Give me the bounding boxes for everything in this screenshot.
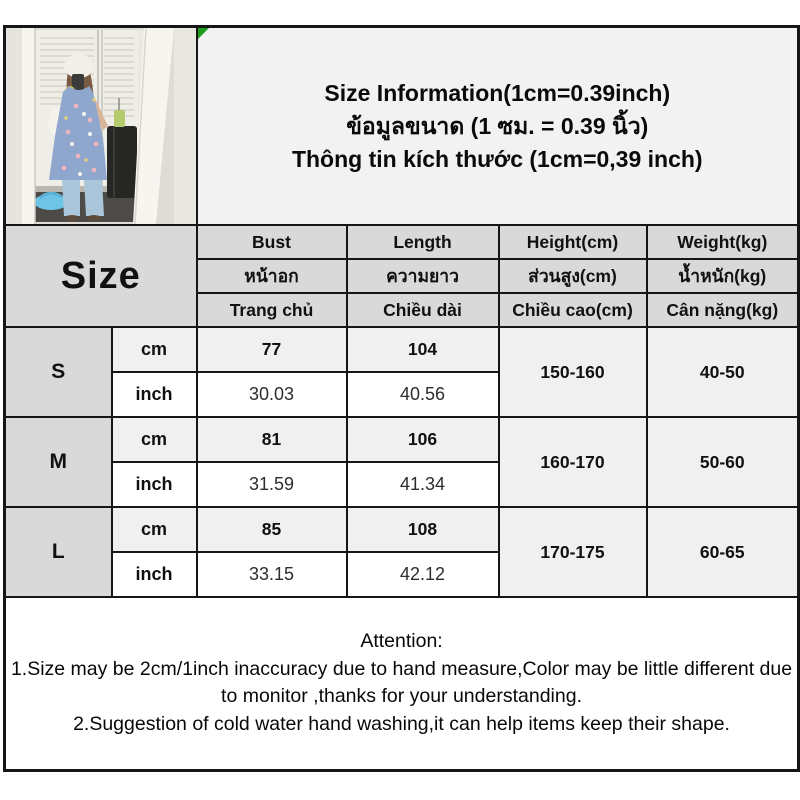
s-length-cm: 104	[345, 326, 500, 373]
unit-inch-label: inch	[110, 461, 198, 508]
header-bust-en: Bust	[195, 224, 348, 260]
header-length-vi: Chiều dài	[345, 292, 500, 328]
size-corner-label: Size	[3, 224, 198, 328]
m-weight-range: 50-60	[645, 416, 800, 508]
attention-heading: Attention:	[360, 630, 443, 653]
row-size-label: M	[3, 416, 113, 508]
unit-cm-label: cm	[110, 326, 198, 373]
m-length-cm: 106	[345, 416, 500, 463]
title-english: Size Information(1cm=0.39inch)	[324, 79, 671, 106]
header-weight-th: น้ำหนัก(kg)	[645, 258, 800, 294]
header-height-vi: Chiều cao(cm)	[497, 292, 648, 328]
l-bust-cm: 85	[195, 506, 348, 553]
unit-cm-label: cm	[110, 506, 198, 553]
cell-corner-marker-icon	[198, 28, 209, 39]
header-length-th: ความยาว	[345, 258, 500, 294]
title-vietnamese: Thông tin kích thước (1cm=0,39 inch)	[291, 145, 703, 172]
s-bust-inch: 30.03	[195, 371, 348, 418]
attention-note-cell: Attention: 1.Size may be 2cm/1inch inacc…	[3, 596, 800, 771]
product-photo-cell	[3, 25, 198, 226]
m-bust-cm: 81	[195, 416, 348, 463]
header-length-en: Length	[345, 224, 500, 260]
m-height-range: 160-170	[497, 416, 648, 508]
header-bust-vi: Trang chủ	[195, 292, 348, 328]
size-info-title-cell: Size Information(1cm=0.39inch) ข้อมูลขนา…	[195, 25, 800, 226]
attention-line-1: 1.Size may be 2cm/1inch inaccuracy due t…	[10, 657, 793, 708]
l-length-cm: 108	[345, 506, 500, 553]
product-photo	[6, 28, 195, 224]
s-height-range: 150-160	[497, 326, 648, 418]
s-weight-range: 40-50	[645, 326, 800, 418]
l-bust-inch: 33.15	[195, 551, 348, 598]
title-thai: ข้อมูลขนาด (1 ซม. = 0.39 นิ้ว)	[346, 112, 649, 139]
header-height-th: ส่วนสูง(cm)	[497, 258, 648, 294]
row-size-label: L	[3, 506, 113, 598]
header-weight-en: Weight(kg)	[645, 224, 800, 260]
m-length-inch: 41.34	[345, 461, 500, 508]
row-size-label: S	[3, 326, 113, 418]
m-bust-inch: 31.59	[195, 461, 348, 508]
l-weight-range: 60-65	[645, 506, 800, 598]
s-bust-cm: 77	[195, 326, 348, 373]
l-height-range: 170-175	[497, 506, 648, 598]
unit-inch-label: inch	[110, 371, 198, 418]
unit-cm-label: cm	[110, 416, 198, 463]
unit-inch-label: inch	[110, 551, 198, 598]
size-chart-table: Size Information(1cm=0.39inch) ข้อมูลขนา…	[3, 25, 800, 772]
l-length-inch: 42.12	[345, 551, 500, 598]
s-length-inch: 40.56	[345, 371, 500, 418]
header-height-en: Height(cm)	[497, 224, 648, 260]
header-bust-th: หน้าอก	[195, 258, 348, 294]
header-weight-vi: Cân nặng(kg)	[645, 292, 800, 328]
attention-line-2: 2.Suggestion of cold water hand washing,…	[73, 712, 730, 735]
